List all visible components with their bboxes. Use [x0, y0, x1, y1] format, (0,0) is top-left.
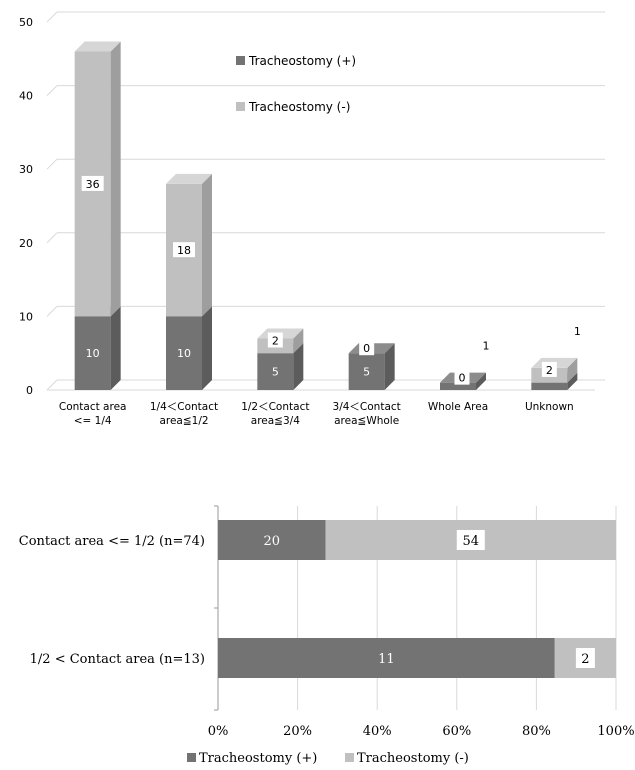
- data-label-tracheostomy-plus: 20: [264, 534, 281, 549]
- data-label-tracheostomy-minus: 2: [546, 364, 553, 377]
- x-category-label: area≦Whole: [334, 415, 399, 427]
- y-tick-label: 40: [19, 90, 33, 103]
- data-label-tracheostomy-minus: 18: [177, 244, 191, 257]
- legend: Tracheostomy (+) Tracheostomy (-): [187, 751, 469, 766]
- gridline-floor: [47, 233, 57, 243]
- data-label-tracheostomy-plus: 5: [363, 366, 370, 379]
- bar-tracheostomy-plus-side: [111, 306, 121, 390]
- data-label-tracheostomy-minus: 54: [463, 534, 480, 549]
- x-tick-label: 20%: [283, 724, 312, 739]
- legend-label: Tracheostomy (-): [357, 751, 469, 766]
- data-label-tracheostomy-minus: 2: [581, 652, 589, 667]
- data-label-tracheostomy-plus: 11: [378, 652, 395, 667]
- legend-swatch: [187, 753, 196, 762]
- x-category-label: <= 1/4: [74, 415, 112, 427]
- gridline-floor: [47, 159, 57, 169]
- legend-label: Tracheostomy (+): [248, 54, 356, 68]
- data-label-tracheostomy-minus: 0: [363, 342, 370, 355]
- x-category-label: Unknown: [525, 401, 574, 413]
- x-category-label: area≦3/4: [251, 415, 300, 427]
- x-tick-label: 60%: [442, 724, 471, 739]
- y-tick-label: 20: [19, 237, 33, 250]
- legend-label: Tracheostomy (+): [199, 751, 317, 766]
- x-tick-label: 80%: [522, 724, 551, 739]
- legend-label: Tracheostomy (-): [248, 100, 350, 114]
- data-label-tracheostomy-minus: 2: [272, 334, 279, 347]
- bar-tracheostomy-plus-front: [531, 383, 567, 390]
- x-category-label: Whole Area: [428, 401, 488, 413]
- x-category-label: 3/4＜Contact: [333, 401, 401, 413]
- chart-horizontal-percent-bar: Contact area <= 1/2 (n=74) 20 54 1/2 < Cont…: [0, 488, 635, 770]
- x-tick-label: 40%: [363, 724, 392, 739]
- x-tick-label: 100%: [597, 724, 634, 739]
- gridline-floor: [47, 12, 57, 22]
- x-category-label: 1/2＜Contact: [241, 401, 309, 413]
- bar-tracheostomy-plus-side: [202, 306, 212, 390]
- x-category-label: area≦1/2: [159, 415, 208, 427]
- y-tick-label: 0: [26, 384, 33, 397]
- gridline-floor: [47, 86, 57, 96]
- x-tick-label: 0%: [208, 724, 229, 739]
- y-category-label: 1/2 < Contact area (n=13): [30, 652, 205, 667]
- y-tick-label: 50: [19, 16, 33, 29]
- data-label-tracheostomy-plus: 1: [483, 340, 490, 353]
- data-label-tracheostomy-minus: 36: [86, 178, 100, 191]
- y-tick-label: 30: [19, 163, 33, 176]
- legend-swatch: [236, 56, 245, 65]
- legend-swatch: [345, 753, 354, 762]
- x-category-label: 1/4＜Contact: [150, 401, 218, 413]
- data-label-tracheostomy-plus: 5: [272, 366, 279, 379]
- bar-tracheostomy-minus-side: [111, 41, 121, 316]
- legend-swatch: [236, 102, 245, 111]
- data-label-tracheostomy-minus: 0: [459, 372, 466, 385]
- bar-tracheostomy-minus-side: [202, 174, 212, 316]
- gridline-floor: [47, 306, 57, 316]
- floor-left-line: [47, 380, 57, 390]
- data-label-tracheostomy-plus: 10: [177, 347, 191, 360]
- legend: Tracheostomy (+) Tracheostomy (-): [236, 54, 356, 114]
- y-tick-label: 10: [19, 310, 33, 323]
- data-label-tracheostomy-plus: 10: [86, 347, 100, 360]
- y-category-label: Contact area <= 1/2 (n=74): [19, 534, 205, 549]
- x-category-label: Contact area: [59, 401, 127, 413]
- data-label-tracheostomy-plus: 1: [574, 325, 581, 338]
